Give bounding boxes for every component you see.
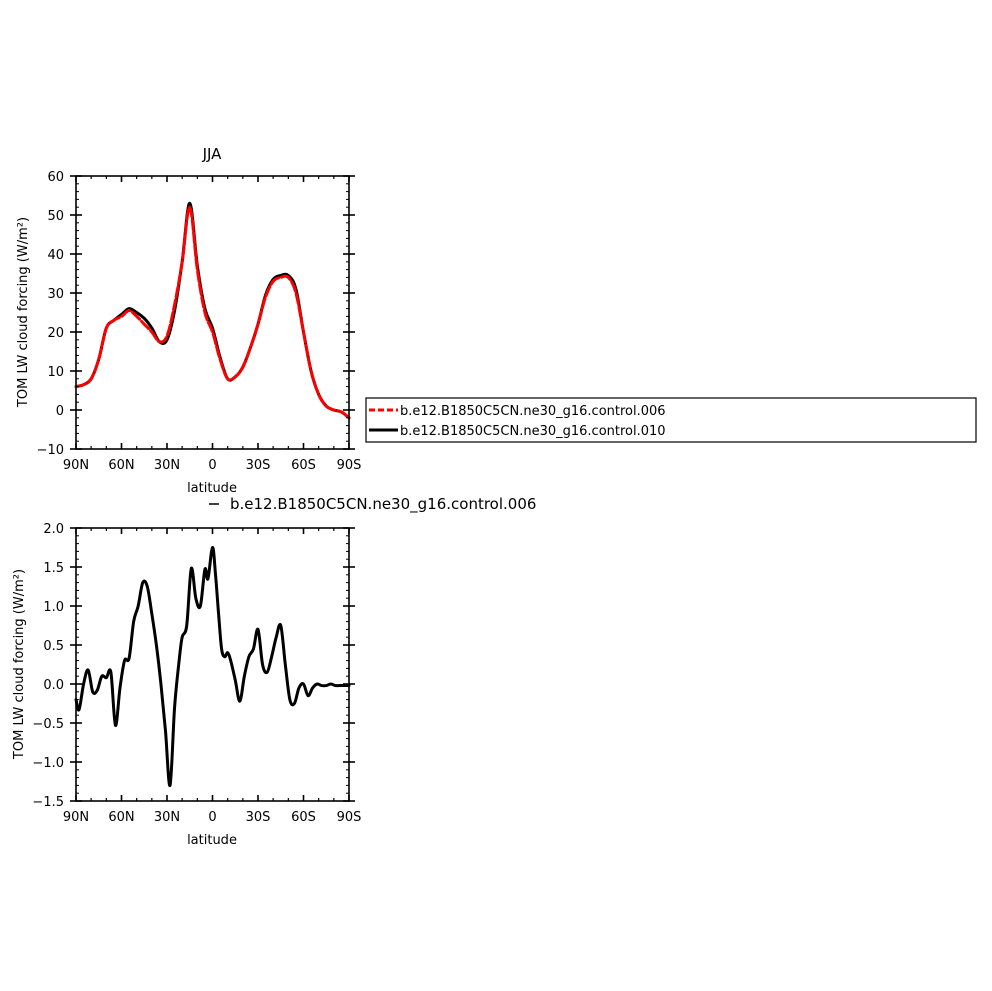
top-x-tick-label: 0 <box>208 458 216 473</box>
bottom-chart-title: b.e12.B1850C5CN.ne30_g16.control.006 <box>230 495 536 514</box>
bottom-y-axis-label: TOM LW cloud forcing (W/m²) <box>12 569 27 760</box>
top-x-axis-label: latitude <box>187 481 237 496</box>
legend-box <box>365 397 977 443</box>
top-x-tick-label: 90S <box>337 458 362 473</box>
legend-label-010: b.e12.B1850C5CN.ne30_g16.control.010 <box>400 424 666 439</box>
bottom-x-tick-label: 90N <box>63 810 89 825</box>
top-series-line-1 <box>74 205 351 420</box>
legend: b.e12.B1850C5CN.ne30_g16.control.006 b.e… <box>365 397 977 443</box>
bottom-y-tick-label: −0.5 <box>32 717 64 732</box>
top-y-tick-label: 20 <box>47 326 64 341</box>
bottom-y-tick-label: 0.5 <box>43 639 64 654</box>
top-y-tick-label: 0 <box>56 404 64 419</box>
bottom-y-tick-label: 1.5 <box>43 561 64 576</box>
top-y-tick-label: 60 <box>47 170 64 185</box>
top-x-tick-label: 60S <box>291 458 316 473</box>
top-chart-title: JJA <box>202 145 223 163</box>
bottom-x-tick-label: 60S <box>291 810 316 825</box>
bottom-x-tick-label: 60N <box>108 810 134 825</box>
top-y-tick-label: 30 <box>47 287 64 302</box>
top-series-line-2 <box>74 201 351 420</box>
top-y-tick-label: 50 <box>47 209 64 224</box>
top-x-tick-label: 30N <box>154 458 180 473</box>
legend-label-006: b.e12.B1850C5CN.ne30_g16.control.006 <box>400 404 666 419</box>
bottom-x-axis-label: latitude <box>187 833 237 848</box>
top-panel: JJA 90N 60N 30N 0 30S 60S 90S−100102030405060 … <box>16 145 361 496</box>
top-x-tick-label: 30S <box>246 458 271 473</box>
bottom-panel: b.e12.B1850C5CN.ne30_g16.control.006 90N… <box>12 495 536 848</box>
bottom-plot-frame <box>75 527 350 802</box>
top-plot-frame <box>75 175 350 450</box>
bottom-x-tick-label: 90S <box>337 810 362 825</box>
bottom-x-tick-label: 0 <box>208 810 216 825</box>
top-y-tick-label: 10 <box>47 365 64 380</box>
top-x-tick-label: 60N <box>108 458 134 473</box>
bottom-series-line-1 <box>74 545 351 787</box>
bottom-y-tick-label: 2.0 <box>43 522 64 537</box>
bottom-x-tick-label: 30S <box>246 810 271 825</box>
top-x-tick-label: 90N <box>63 458 89 473</box>
bottom-axis-ticks: 90N 60N 30N 0 30S 60S 90S −1.5 −1.0 −0.5 0.0 0.5 1.0… <box>32 522 361 825</box>
bottom-x-tick-label: 30N <box>154 810 180 825</box>
top-axis-ticks: 90N 60N 30N 0 30S 60S 90S −10 0 10 20 30 40 50 60 <box>37 170 362 473</box>
bottom-y-tick-label: −1.5 <box>32 795 64 810</box>
bottom-y-tick-label: 1.0 <box>43 600 64 615</box>
bottom-y-tick-label: 0.0 <box>43 678 64 693</box>
top-y-tick-label: 40 <box>47 248 64 263</box>
top-y-axis-label: TOM LW cloud forcing (W/m²) <box>16 217 31 408</box>
top-y-tick-label: −10 <box>37 443 64 458</box>
bottom-y-tick-label: −1.0 <box>32 756 64 771</box>
top-series-lines <box>74 201 351 420</box>
bottom-series-lines <box>74 545 351 787</box>
